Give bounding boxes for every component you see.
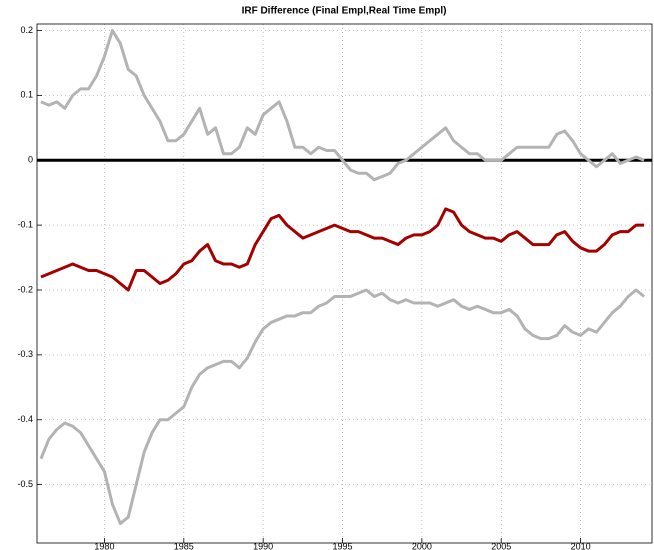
- y-tick-label: -0.3: [17, 349, 33, 359]
- y-tick-label: 0.2: [20, 25, 33, 35]
- y-tick-label: 0: [28, 155, 33, 165]
- y-tick-label: 0.1: [20, 90, 33, 100]
- y-tick-label: -0.1: [17, 219, 33, 229]
- y-tick-label: -0.4: [17, 414, 33, 424]
- y-tick-label: -0.2: [17, 284, 33, 294]
- series-line: [39, 288, 646, 526]
- x-tick-label: 2000: [412, 541, 432, 550]
- axes-box: [36, 23, 653, 544]
- x-tick-label: 2010: [571, 541, 591, 550]
- x-tick-label: 1995: [333, 541, 353, 550]
- x-tick-label: 1990: [253, 541, 273, 550]
- x-tick-label: 1985: [174, 541, 194, 550]
- y-tick-label: -0.5: [17, 479, 33, 489]
- series-line: [40, 207, 645, 292]
- plot-area: [37, 24, 652, 543]
- series-line: [40, 28, 645, 182]
- chart-title: IRF Difference (Final Empl,Real Time Emp…: [242, 6, 447, 17]
- x-tick-label: 2005: [491, 541, 511, 550]
- x-tick-label: 1980: [94, 541, 114, 550]
